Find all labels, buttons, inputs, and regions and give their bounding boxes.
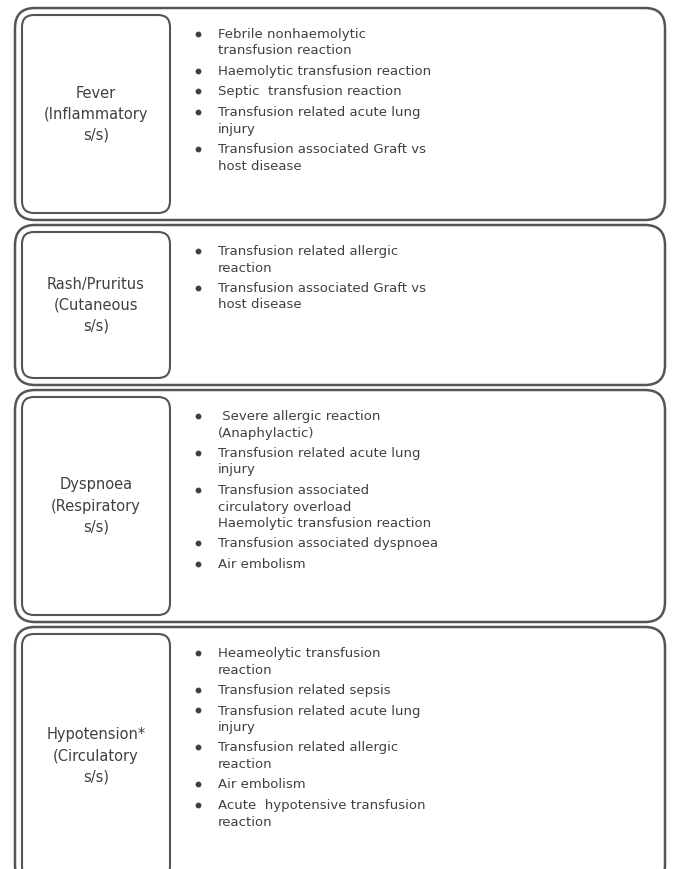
Text: Dyspnoea
(Respiratory
s/s): Dyspnoea (Respiratory s/s) — [51, 477, 141, 534]
Text: Air embolism: Air embolism — [218, 779, 305, 792]
Text: Transfusion associated Graft vs
host disease: Transfusion associated Graft vs host dis… — [218, 143, 426, 173]
Text: Transfusion associated dyspnoea: Transfusion associated dyspnoea — [218, 538, 438, 550]
FancyBboxPatch shape — [15, 225, 665, 385]
Text: Transfusion related allergic
reaction: Transfusion related allergic reaction — [218, 245, 398, 275]
Text: Transfusion related acute lung
injury: Transfusion related acute lung injury — [218, 705, 420, 734]
FancyBboxPatch shape — [15, 390, 665, 622]
Text: Transfusion associated
circulatory overload
Haemolytic transfusion reaction: Transfusion associated circulatory overl… — [218, 484, 431, 530]
Text: Fever
(Inflammatory
s/s): Fever (Inflammatory s/s) — [44, 85, 148, 143]
FancyBboxPatch shape — [15, 8, 665, 220]
Text: Transfusion related sepsis: Transfusion related sepsis — [218, 684, 390, 697]
FancyBboxPatch shape — [22, 232, 170, 378]
Text: Transfusion related acute lung
injury: Transfusion related acute lung injury — [218, 106, 420, 136]
Text: Septic  transfusion reaction: Septic transfusion reaction — [218, 85, 402, 98]
Text: Rash/Pruritus
(Cutaneous
s/s): Rash/Pruritus (Cutaneous s/s) — [47, 276, 145, 334]
Text: Severe allergic reaction
(Anaphylactic): Severe allergic reaction (Anaphylactic) — [218, 410, 380, 440]
FancyBboxPatch shape — [22, 15, 170, 213]
FancyBboxPatch shape — [22, 397, 170, 615]
Text: Haemolytic transfusion reaction: Haemolytic transfusion reaction — [218, 65, 431, 78]
Text: Febrile nonhaemolytic
transfusion reaction: Febrile nonhaemolytic transfusion reacti… — [218, 28, 366, 57]
Text: Transfusion related acute lung
injury: Transfusion related acute lung injury — [218, 447, 420, 476]
Text: Hypotension*
(Circulatory
s/s): Hypotension* (Circulatory s/s) — [46, 727, 146, 785]
Text: Heameolytic transfusion
reaction: Heameolytic transfusion reaction — [218, 647, 381, 676]
Text: Air embolism: Air embolism — [218, 558, 305, 571]
FancyBboxPatch shape — [15, 627, 665, 869]
Text: Acute  hypotensive transfusion
reaction: Acute hypotensive transfusion reaction — [218, 799, 426, 828]
Text: Transfusion related allergic
reaction: Transfusion related allergic reaction — [218, 741, 398, 771]
FancyBboxPatch shape — [22, 634, 170, 869]
Text: Transfusion associated Graft vs
host disease: Transfusion associated Graft vs host dis… — [218, 282, 426, 311]
